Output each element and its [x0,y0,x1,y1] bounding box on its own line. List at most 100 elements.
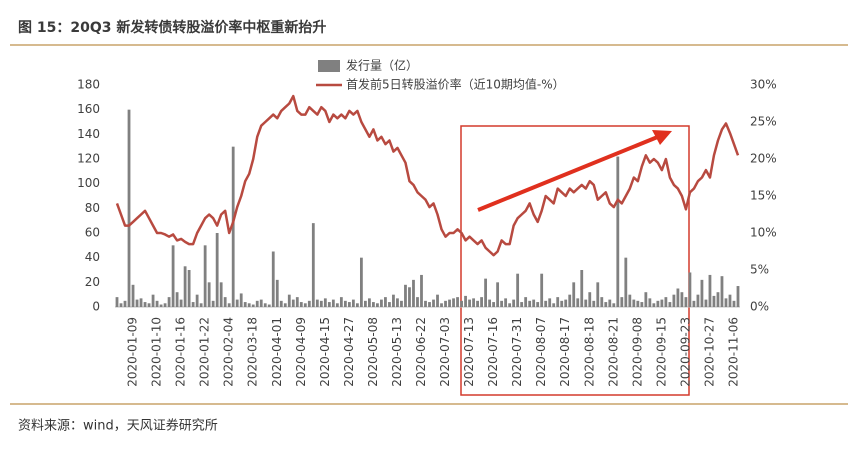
bar [520,302,524,307]
bar [544,300,548,307]
bar [588,292,592,307]
y-tick-label: 160 [77,102,100,116]
bar [504,298,508,307]
x-tick-label: 2020-03-18 [246,317,260,387]
x-tick-label: 2020-11-06 [726,317,740,387]
bar [179,299,183,307]
bar [207,282,211,307]
bar [440,303,443,307]
bar [331,299,335,307]
bar [287,294,291,307]
bar [596,282,600,307]
bar [704,299,708,307]
y-tick-label: 80 [85,201,100,215]
bar [135,299,139,307]
bar [708,274,712,307]
bar [283,303,287,307]
bar [496,282,500,307]
bar [648,298,652,307]
bar [275,279,279,307]
x-tick-label: 2020-07-13 [462,317,476,387]
bar [688,272,692,307]
bar [227,303,231,307]
bar [123,300,127,307]
x-tick-label: 2020-08-21 [606,317,620,387]
y-tick-label: 100 [77,176,100,190]
bar [716,292,720,307]
bar [127,109,131,308]
bar [263,303,267,307]
bar [159,304,163,307]
bar [612,303,616,307]
bar [267,304,271,307]
x-tick-label: 2020-01-16 [174,317,188,387]
bar [311,223,315,307]
bar [500,300,504,307]
bar [652,303,656,307]
x-tick-label: 2020-01-10 [150,317,164,387]
bar [432,299,435,307]
bar [428,302,431,307]
bar [119,303,123,307]
y2-tick-label: 10% [750,226,777,240]
bar [211,300,215,307]
bar [680,292,684,307]
y2-tick-label: 15% [750,189,777,203]
bar [151,294,155,307]
bar [696,294,700,307]
bar [139,298,143,307]
bar [556,297,560,307]
bar [359,257,363,307]
bar [636,300,640,307]
bar [592,300,596,307]
y2-tick-label: 30% [750,78,777,92]
bar [143,302,147,307]
bar [472,298,475,307]
bar [219,282,223,307]
bar [416,297,419,307]
trend-arrow [477,134,661,212]
bar [424,300,427,307]
y-tick-label: 0 [92,300,100,314]
bar [572,282,576,307]
bar [131,284,135,307]
bar [480,297,483,307]
y2-tick-label: 20% [750,152,777,166]
bar [532,299,536,307]
bar [476,300,479,307]
bar [195,294,199,307]
bar [400,300,403,307]
bar [488,299,492,307]
bar [464,295,467,307]
bar [115,297,119,307]
bar [736,286,740,307]
bar [576,298,580,307]
y2-tick-label: 25% [750,115,777,129]
y2-tick-label: 0% [750,300,769,314]
bar [460,300,463,307]
bar [203,245,207,307]
bar [448,299,451,307]
bar [396,298,399,307]
bar [223,297,227,307]
bar [167,297,171,307]
x-tick-label: 2020-01-22 [198,317,212,387]
x-tick-label: 2020-01-09 [126,317,140,387]
bar [452,298,455,307]
bar [307,300,311,307]
bar [239,293,243,307]
bar [660,299,664,307]
x-tick-label: 2020-07-03 [438,317,452,387]
x-tick-label: 2020-10-27 [702,317,716,387]
bar [456,297,459,307]
bar [279,300,283,307]
y-tick-label: 60 [85,226,100,240]
bar [339,297,343,307]
x-tick-label: 2020-05-08 [366,317,380,387]
bar [255,300,259,307]
bar [580,270,584,307]
bar [235,299,239,307]
bar [343,300,347,307]
bar [484,278,487,307]
